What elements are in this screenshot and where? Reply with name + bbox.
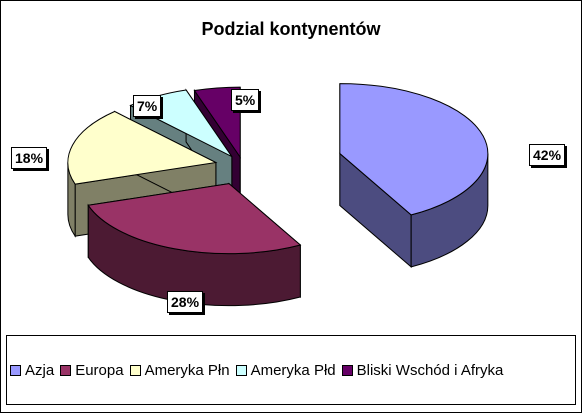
- data-label-europa: 28%: [167, 291, 204, 313]
- legend-label: Europa: [75, 361, 124, 379]
- pie-slice-top: [67, 110, 218, 185]
- legend: Azja Europa Ameryka Płn Ameryka Płd Bliski W…: [6, 335, 576, 405]
- legend-item: Ameryka Płd: [235, 361, 336, 379]
- legend-item: Azja: [10, 362, 54, 379]
- pie-chart: [67, 83, 489, 307]
- legend-item: Bliski Wschód i Afryka: [341, 361, 504, 379]
- legend-item: Europa: [60, 361, 124, 379]
- pie-slice-azja: [339, 83, 489, 268]
- legend-label: Bliski Wschód i Afryka: [356, 361, 504, 379]
- legend-label: Ameryka Płn: [144, 361, 230, 379]
- data-label-ameryka-p-d: 7%: [133, 95, 162, 117]
- chart-title: Podzial kontynentów: [201, 19, 381, 39]
- data-label-azja: 42%: [529, 144, 566, 166]
- pie-slice-top: [193, 86, 241, 159]
- pie-slice-europa: [87, 182, 302, 307]
- legend-swatch: [235, 364, 247, 376]
- legend-label: Ameryka Płd: [250, 361, 336, 379]
- pie-slice-top: [339, 83, 489, 216]
- pie-slice-top: [87, 183, 302, 255]
- data-label-ameryka-p-n: 18%: [11, 147, 48, 169]
- legend-swatch: [129, 364, 141, 376]
- legend-swatch: [341, 364, 353, 376]
- legend-item: Ameryka Płn: [129, 361, 230, 379]
- data-label-bliski-wsch-d-i-afryka: 5%: [231, 89, 260, 111]
- legend-swatch: [60, 364, 72, 376]
- legend-label: Azja: [25, 361, 55, 379]
- legend-swatch: [10, 364, 21, 376]
